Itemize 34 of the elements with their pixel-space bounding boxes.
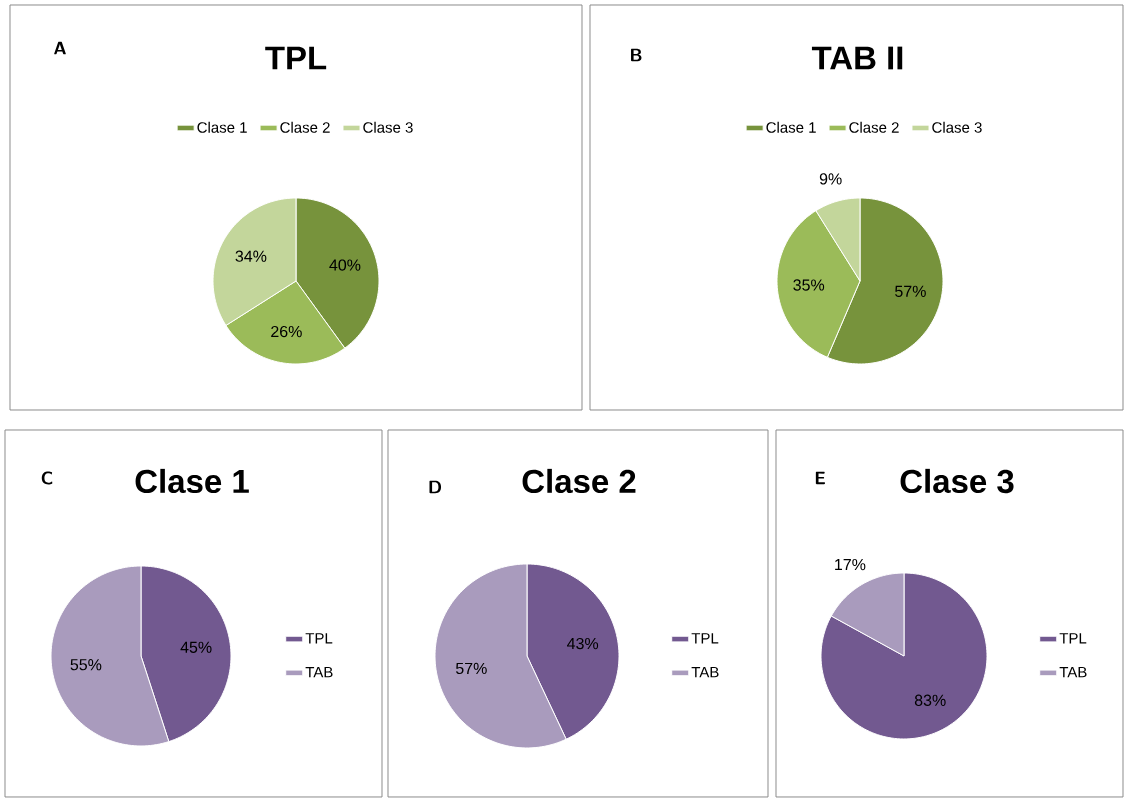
text: C [41, 471, 53, 485]
data-label: 57% [895, 285, 926, 297]
legend-label: TPL [691, 633, 719, 644]
legend-label: Clase 3 [363, 121, 413, 133]
text: A [54, 41, 66, 55]
text: B [631, 48, 642, 62]
text: D [429, 480, 442, 494]
chart-title: Clase 2 [522, 468, 636, 494]
legend-label: TPL [305, 633, 333, 644]
data-label: 34% [235, 250, 267, 262]
data-label: 9% [819, 173, 842, 185]
text: E [815, 471, 825, 485]
chart-title: TPL [265, 46, 327, 70]
legend-label: TAB [691, 666, 719, 678]
data-label: 55% [70, 659, 102, 671]
legend-label: Clase 1 [766, 121, 816, 133]
chart-title: Clase 1 [135, 468, 249, 494]
data-label: 45% [180, 641, 212, 653]
legend-label: Clase 2 [280, 121, 330, 133]
legend-label: Clase 2 [849, 121, 899, 133]
data-label: 57% [455, 662, 487, 675]
chart-title: TAB II [811, 46, 903, 70]
legend-label: TPL [1059, 633, 1087, 644]
legend-label: TAB [1059, 666, 1087, 678]
data-label: 83% [914, 694, 946, 706]
data-label: 35% [793, 279, 825, 291]
data-label: 43% [567, 637, 599, 650]
data-label: 17% [835, 558, 866, 571]
data-label: 26% [271, 325, 302, 338]
data-label: 40% [329, 259, 361, 271]
legend-label: Clase 3 [932, 121, 982, 133]
legend-label: Clase 1 [197, 121, 247, 133]
chart-title: Clase 3 [900, 468, 1014, 494]
legend-label: TAB [305, 666, 333, 678]
